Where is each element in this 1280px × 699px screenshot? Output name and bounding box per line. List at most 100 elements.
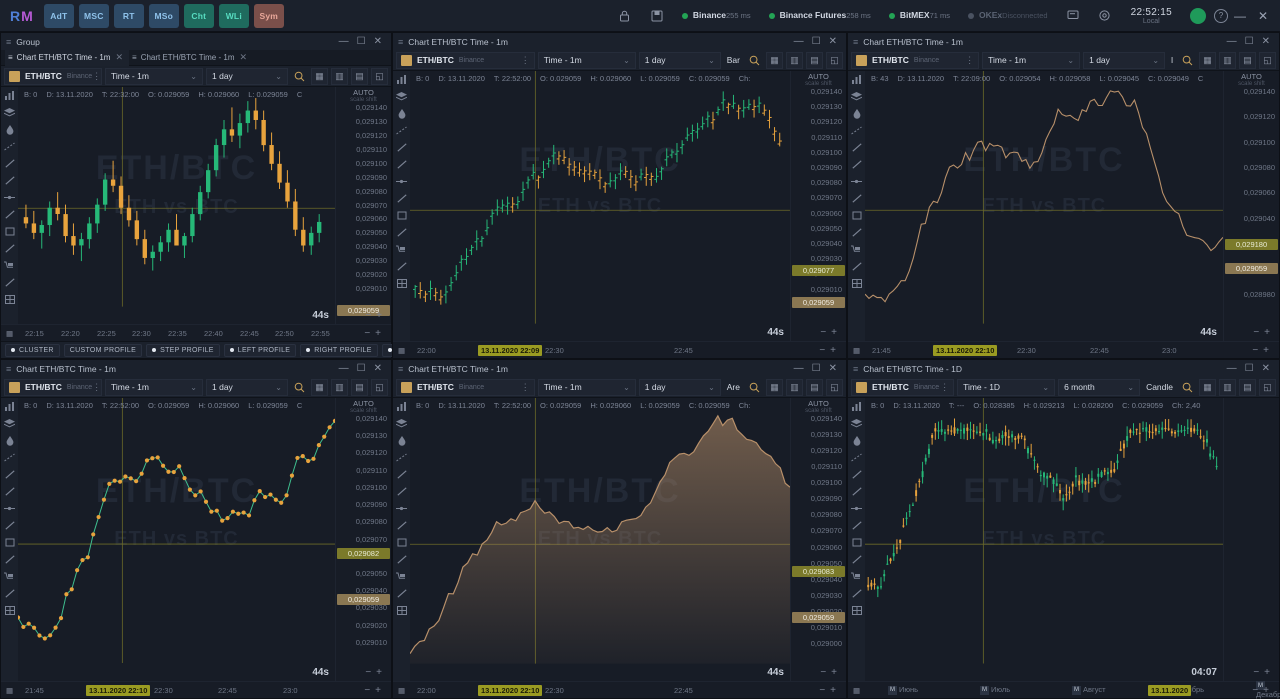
- time-zoom-controls[interactable]: −+: [819, 344, 841, 356]
- symbol-menu-icon[interactable]: ⋮: [520, 54, 530, 65]
- search-icon[interactable]: [746, 52, 763, 69]
- panel-titlebar[interactable]: ≡ Chart ETH/BTC Time - 1m — ☐ ✕: [393, 33, 846, 50]
- timeframe-select[interactable]: Time - 1m ⌄: [537, 378, 636, 396]
- price-axis[interactable]: AUTO scale shift 0,029140 0,029130 0,029120 0…: [335, 398, 391, 681]
- panel-close-button[interactable]: ✕: [373, 36, 382, 47]
- panel-minimize-button[interactable]: —: [793, 363, 804, 374]
- tool-pencil-icon[interactable]: [395, 193, 408, 204]
- tool-ruler-icon[interactable]: [3, 175, 16, 186]
- profile-chip-right-profile[interactable]: RIGHT PROFILE: [300, 343, 378, 357]
- calendar-icon[interactable]: ▦: [852, 345, 861, 355]
- fullscreen-button[interactable]: ◱: [1259, 378, 1276, 396]
- price-zoom-controls[interactable]: −+: [365, 310, 387, 321]
- tool-layers-icon[interactable]: [3, 107, 16, 118]
- split-view-button[interactable]: ▤: [351, 67, 368, 85]
- tool-edit-icon[interactable]: [3, 158, 16, 169]
- chart-plot-area[interactable]: B: 0 D: 13.11.2020 T: --- O: 0.028385 H: 0.0…: [865, 398, 1223, 681]
- tool-brush-icon[interactable]: [3, 554, 16, 565]
- module-button-adt[interactable]: AdT: [43, 3, 74, 28]
- time-axis[interactable]: ▦ 22:15 22:20 22:25 22:30 22:35 22:40 22:45 22:5…: [1, 324, 391, 341]
- timeframe-select[interactable]: Time - 1D ⌄: [957, 378, 1056, 396]
- column-layout-button[interactable]: ▥: [331, 67, 348, 85]
- tool-ruler-icon[interactable]: [850, 159, 863, 170]
- tool-brush-icon[interactable]: [395, 554, 408, 565]
- chart-type-value[interactable]: Bar: [726, 55, 740, 65]
- split-view-button[interactable]: ▤: [806, 51, 823, 69]
- tool-trend-line-icon[interactable]: [3, 452, 16, 463]
- tool-crosshair-icon[interactable]: [850, 176, 863, 187]
- range-select[interactable]: 1 day ⌄: [206, 67, 288, 85]
- tool-crosshair-icon[interactable]: [395, 176, 408, 187]
- tool-brush-icon[interactable]: [850, 554, 863, 565]
- price-axis[interactable]: AUTO scale shift 0,029140 0,029120 0,029100 0…: [1223, 71, 1279, 341]
- tool-brush-icon[interactable]: [395, 227, 408, 238]
- tool-layers-icon[interactable]: [395, 418, 408, 429]
- tool-cart-icon[interactable]: [850, 571, 863, 582]
- tool-pencil-icon[interactable]: [850, 193, 863, 204]
- message-icon[interactable]: [1062, 5, 1084, 27]
- panel-close-button[interactable]: ✕: [828, 36, 837, 47]
- symbol-menu-icon[interactable]: ⋮: [520, 381, 530, 392]
- profile-chip-step-profile[interactable]: STEP PROFILE: [146, 343, 220, 357]
- panel-minimize-button[interactable]: —: [338, 363, 349, 374]
- tool-square-icon[interactable]: [3, 588, 16, 599]
- range-select[interactable]: 1 day ⌄: [206, 378, 288, 396]
- panel-maximize-button[interactable]: ☐: [356, 363, 366, 374]
- tool-brush-icon[interactable]: [850, 227, 863, 238]
- column-layout-button[interactable]: ▥: [331, 378, 348, 396]
- price-axis[interactable]: AUTO scale shift 0,029140 0,029130 0,029120 0…: [790, 71, 846, 341]
- time-axis[interactable]: ▦ 22:00 22:30 22:45 13.11.2020 22:09 −+: [393, 341, 846, 358]
- timeframe-select[interactable]: Time - 1m ⌄: [105, 67, 203, 85]
- tool-trend-line-icon[interactable]: [395, 125, 408, 136]
- connection-okex[interactable]: OKExDisconnected: [968, 10, 1048, 21]
- tool-grid-icon[interactable]: [850, 605, 863, 616]
- range-select[interactable]: 1 day ⌄: [638, 51, 721, 69]
- tool-layers-icon[interactable]: [850, 91, 863, 102]
- symbol-menu-icon[interactable]: ⋮: [92, 70, 102, 81]
- tool-crosshair-icon[interactable]: [3, 503, 16, 514]
- tool-water-drop-icon[interactable]: [3, 124, 16, 135]
- tool-bar-chart-icon[interactable]: [395, 74, 408, 85]
- panel-titlebar[interactable]: ≡ Chart ETH/BTC Time - 1m — ☐ ✕: [1, 360, 391, 377]
- connection-binance-futures[interactable]: Binance Futures258 ms: [768, 10, 871, 21]
- split-view-button[interactable]: ▤: [351, 378, 368, 396]
- tool-square-icon[interactable]: [3, 277, 16, 288]
- chart-plot-area[interactable]: B: 0 D: 13.11.2020 T: 22:52:00 O: 0.029059 H…: [410, 398, 790, 681]
- time-axis[interactable]: ▦ 22:00 22:30 22:45 13.11.2020 22:10 −+: [393, 681, 846, 698]
- tool-trend-line-icon[interactable]: [850, 125, 863, 136]
- panel-close-button[interactable]: ✕: [1261, 363, 1270, 374]
- tool-rectangle-icon[interactable]: [850, 537, 863, 548]
- tool-water-drop-icon[interactable]: [395, 435, 408, 446]
- panel-menu-icon[interactable]: ≡: [853, 363, 859, 374]
- symbol-selector[interactable]: ETH/BTC Binance ⋮: [851, 378, 955, 396]
- chart-type-value[interactable]: l: [1171, 55, 1173, 65]
- tool-square-icon[interactable]: [850, 261, 863, 272]
- search-icon[interactable]: [1179, 52, 1196, 69]
- price-axis[interactable]: AUTO scale shift 0,029140 0,029130 0,029120 0…: [335, 87, 391, 324]
- panel-minimize-button[interactable]: —: [338, 36, 349, 47]
- symbol-menu-icon[interactable]: ⋮: [965, 54, 975, 65]
- column-layout-button[interactable]: ▥: [1219, 378, 1236, 396]
- panel-minimize-button[interactable]: —: [1226, 363, 1237, 374]
- chart-plot-area[interactable]: B: 0 D: 13.11.2020 T: 22:32:00 O: 0.029059 H…: [18, 87, 335, 324]
- time-zoom-controls[interactable]: −+: [364, 327, 386, 339]
- tool-bar-chart-icon[interactable]: [3, 401, 16, 412]
- tool-edit-icon[interactable]: [395, 142, 408, 153]
- tool-brush-icon[interactable]: [3, 243, 16, 254]
- tool-layers-icon[interactable]: [395, 91, 408, 102]
- time-zoom-controls[interactable]: −+: [1252, 684, 1274, 696]
- timeframe-select[interactable]: Time - 1m ⌄: [105, 378, 203, 396]
- column-layout-button[interactable]: ▥: [1219, 51, 1236, 69]
- connection-binance[interactable]: Binance255 ms: [681, 10, 751, 21]
- price-zoom-controls[interactable]: −+: [1253, 327, 1275, 338]
- split-view-button[interactable]: ▤: [1239, 51, 1256, 69]
- price-zoom-controls[interactable]: −+: [365, 667, 387, 678]
- symbol-selector[interactable]: ETH/BTC Binance ⋮: [396, 51, 535, 69]
- tool-water-drop-icon[interactable]: [850, 435, 863, 446]
- symbol-menu-icon[interactable]: ⋮: [92, 381, 102, 392]
- search-icon[interactable]: [291, 379, 308, 396]
- chart-type-value[interactable]: Are: [726, 382, 740, 392]
- help-icon[interactable]: ?: [1213, 8, 1228, 23]
- time-zoom-controls[interactable]: −+: [1252, 344, 1274, 356]
- panel-maximize-button[interactable]: ☐: [811, 363, 821, 374]
